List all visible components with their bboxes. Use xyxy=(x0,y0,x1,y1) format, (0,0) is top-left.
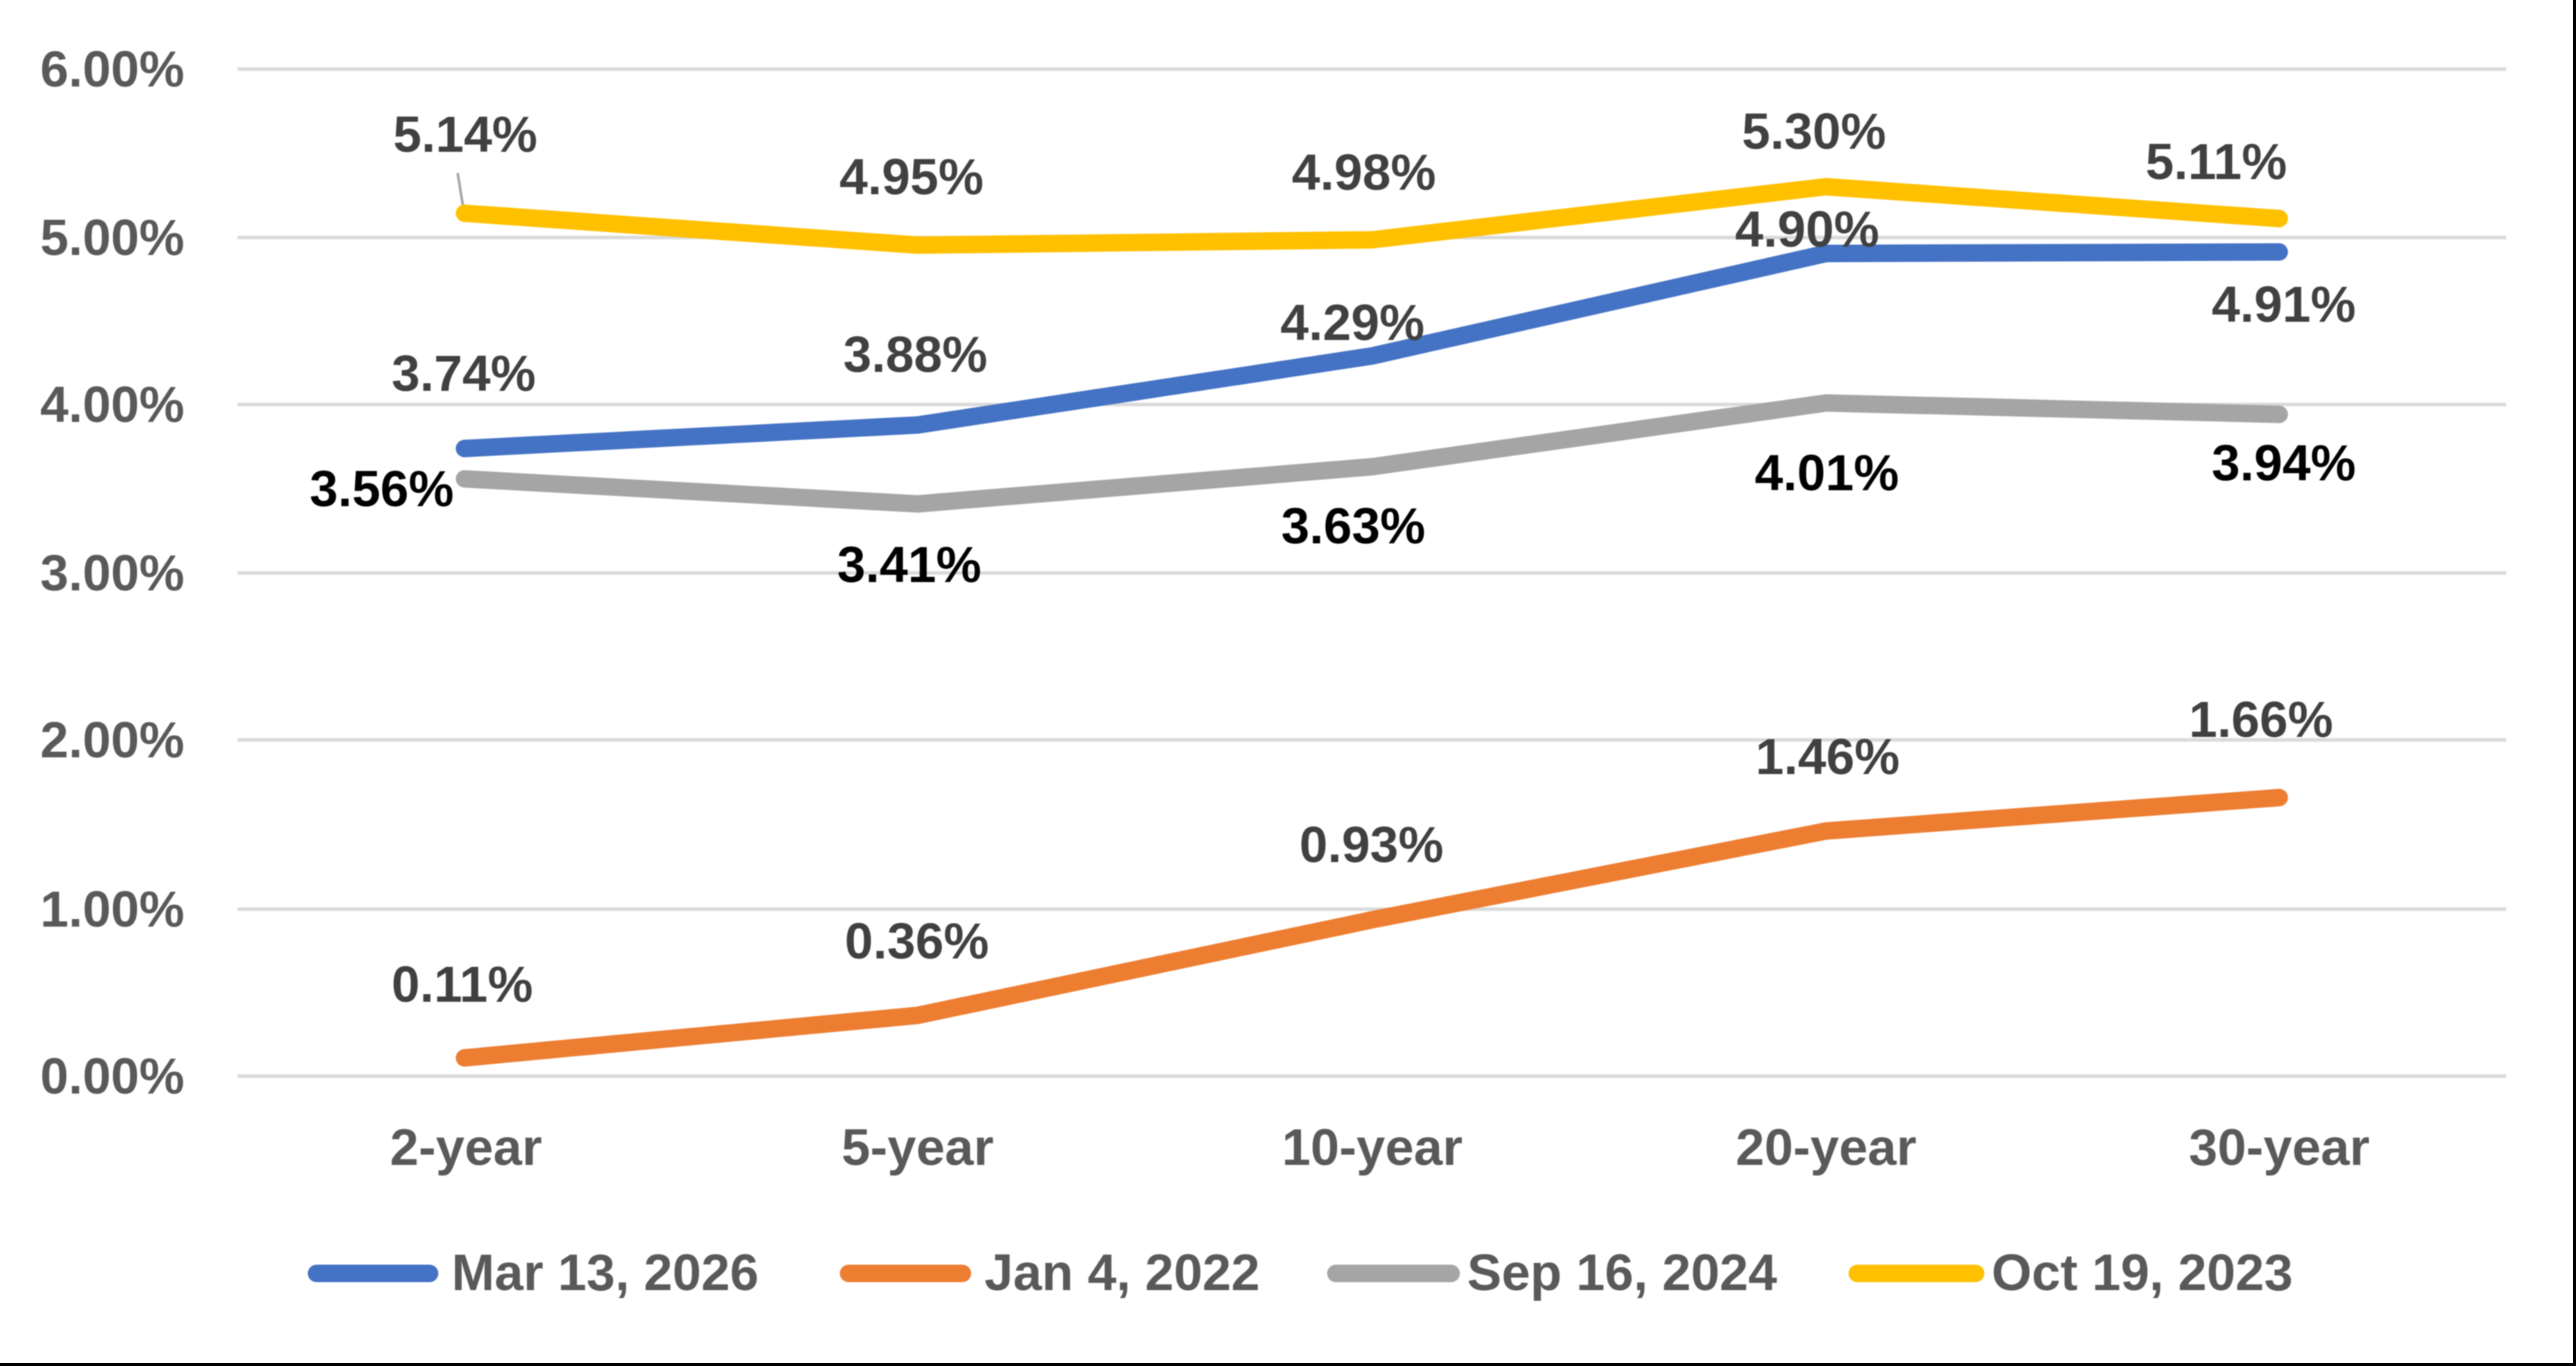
svg-text:5.11%: 5.11% xyxy=(2146,134,2287,190)
svg-text:1.00%: 1.00% xyxy=(40,881,184,938)
svg-text:3.63%: 3.63% xyxy=(1281,498,1425,555)
svg-text:3.94%: 3.94% xyxy=(2212,435,2356,492)
svg-text:5.14%: 5.14% xyxy=(393,106,537,163)
svg-text:4.90%: 4.90% xyxy=(1735,201,1879,258)
svg-text:4.95%: 4.95% xyxy=(839,149,984,206)
svg-text:5.30%: 5.30% xyxy=(1742,103,1886,160)
svg-text:Oct 19, 2023: Oct 19, 2023 xyxy=(1992,1244,2293,1301)
svg-text:3.56%: 3.56% xyxy=(310,461,454,518)
svg-text:1.66%: 1.66% xyxy=(2189,691,2333,748)
svg-text:4.91%: 4.91% xyxy=(2212,276,2356,333)
svg-text:6.00%: 6.00% xyxy=(40,41,184,98)
svg-text:1.46%: 1.46% xyxy=(1756,729,1900,785)
svg-text:0.11%: 0.11% xyxy=(392,956,533,1013)
svg-text:5.00%: 5.00% xyxy=(40,209,184,266)
svg-text:2.00%: 2.00% xyxy=(40,712,184,769)
svg-text:5-year: 5-year xyxy=(842,1119,994,1176)
svg-text:Jan 4, 2022: Jan 4, 2022 xyxy=(984,1244,1260,1301)
svg-text:Sep 16, 2024: Sep 16, 2024 xyxy=(1467,1244,1777,1301)
svg-text:3.00%: 3.00% xyxy=(40,545,184,602)
svg-text:Mar 13, 2026: Mar 13, 2026 xyxy=(452,1244,759,1301)
svg-text:4.00%: 4.00% xyxy=(40,376,184,433)
svg-text:4.01%: 4.01% xyxy=(1755,445,1899,502)
svg-text:0.00%: 0.00% xyxy=(40,1048,184,1105)
svg-text:3.41%: 3.41% xyxy=(837,537,981,593)
svg-text:30-year: 30-year xyxy=(2189,1119,2370,1176)
svg-text:3.74%: 3.74% xyxy=(392,345,536,402)
svg-text:0.36%: 0.36% xyxy=(845,913,989,970)
svg-text:4.98%: 4.98% xyxy=(1292,144,1436,201)
svg-text:0.93%: 0.93% xyxy=(1299,817,1444,873)
svg-text:10-year: 10-year xyxy=(1282,1119,1463,1176)
svg-text:20-year: 20-year xyxy=(1736,1119,1916,1176)
svg-text:2-year: 2-year xyxy=(390,1119,542,1176)
svg-text:4.29%: 4.29% xyxy=(1280,294,1425,351)
svg-text:3.88%: 3.88% xyxy=(843,326,987,383)
